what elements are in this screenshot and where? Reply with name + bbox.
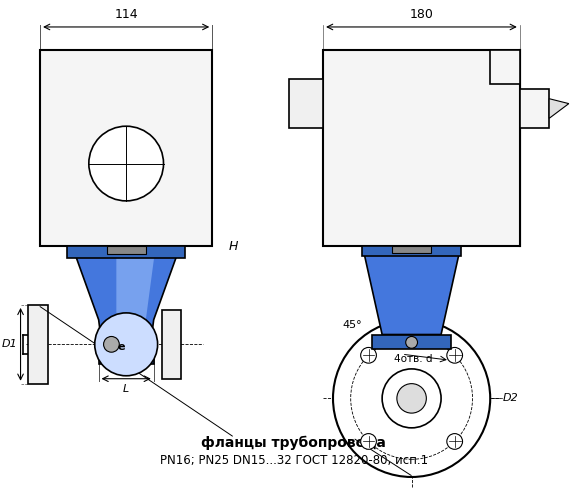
Text: 4отв. d: 4отв. d (394, 354, 432, 364)
Text: PN16; PN25 DN15...32 ГОСТ 12820-80, исп.1: PN16; PN25 DN15...32 ГОСТ 12820-80, исп.… (159, 454, 428, 467)
Bar (490, 50, 520, 84)
Bar (289, 79, 323, 128)
Text: DN: DN (388, 339, 405, 349)
Text: 180: 180 (410, 8, 434, 21)
Bar (363, 246, 461, 256)
Bar (323, 50, 520, 246)
Polygon shape (363, 246, 461, 335)
Circle shape (333, 320, 490, 477)
Text: фланцы трубопровода: фланцы трубопровода (201, 435, 386, 450)
Text: 114: 114 (114, 8, 138, 21)
Text: e: e (118, 342, 125, 352)
Circle shape (382, 369, 441, 428)
Bar (99, 354, 154, 364)
Bar (372, 335, 451, 349)
Circle shape (361, 347, 377, 363)
Circle shape (447, 347, 463, 363)
Circle shape (89, 126, 164, 201)
Text: H: H (229, 239, 238, 253)
Circle shape (397, 384, 427, 413)
Polygon shape (384, 330, 439, 335)
Polygon shape (116, 246, 155, 359)
Bar (392, 246, 431, 253)
Circle shape (447, 433, 463, 449)
Text: D2: D2 (503, 393, 519, 403)
Polygon shape (72, 246, 180, 359)
Bar (28, 305, 48, 384)
Text: 45°: 45° (343, 320, 363, 330)
Bar (40, 50, 212, 246)
Circle shape (104, 337, 119, 352)
Text: L: L (123, 384, 129, 394)
Bar (107, 246, 146, 254)
Text: D1: D1 (2, 339, 17, 349)
Circle shape (406, 337, 417, 348)
Polygon shape (549, 99, 569, 118)
Bar (67, 246, 185, 258)
Bar (520, 89, 549, 128)
Circle shape (95, 313, 158, 376)
Bar (162, 310, 181, 379)
Circle shape (361, 433, 377, 449)
